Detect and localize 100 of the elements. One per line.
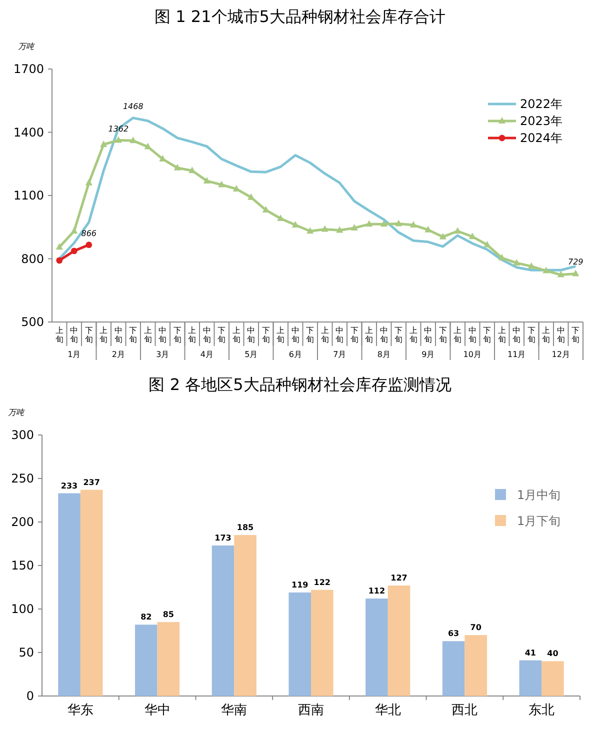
bar (366, 598, 388, 696)
x-tick-label: 中旬 (380, 326, 388, 344)
x-tick-label: 下旬 (350, 326, 358, 344)
point (114, 136, 122, 143)
point (484, 240, 491, 248)
legend-label: 2024年 (520, 131, 563, 145)
point (86, 242, 92, 248)
y-axis-title: 万吨 (18, 42, 35, 51)
point (439, 232, 446, 240)
data-label: 82 (140, 612, 152, 622)
text: 1月 (68, 350, 81, 359)
chart-title: 图 2 各地区5大品种钢材社会库存监测情况 (148, 375, 452, 394)
x-tick-label: 下旬 (306, 326, 314, 344)
x-tick-label: 上旬 (365, 326, 374, 344)
legend-item: 1月下旬 (495, 514, 561, 528)
text: 9月 (422, 350, 435, 359)
x-tick-label: 中旬 (114, 326, 122, 344)
legend-item: 2023年 (488, 114, 563, 128)
y-tick-label: 1400 (13, 125, 44, 140)
x-tick-label: 上旬 (454, 326, 462, 344)
y-tick-label: 250 (11, 472, 34, 486)
data-label: 185 (236, 523, 254, 532)
text: 11月 (508, 350, 526, 359)
y-tick-label: 100 (11, 602, 34, 616)
point (70, 227, 78, 234)
point (468, 232, 476, 240)
x-tick-label: 下旬 (173, 326, 182, 344)
bar (134, 624, 158, 696)
x-tick-label: 中旬 (202, 326, 211, 344)
x-tick-label: 中旬 (291, 326, 300, 344)
text: 5月 (244, 350, 258, 359)
text: 3月 (156, 350, 170, 359)
y-tick-label: 50 (18, 646, 34, 660)
x-tick-label: 上旬 (276, 326, 285, 344)
bar (80, 490, 103, 696)
x-tick-label: 下旬 (483, 326, 492, 344)
point (380, 220, 388, 227)
x-tick-label: 中旬 (247, 326, 256, 344)
data-label: 233 (60, 481, 78, 490)
legend-item: 2022年 (488, 97, 563, 111)
x-tick-label: 上旬 (409, 326, 418, 344)
legend-label: 1月下旬 (517, 514, 561, 528)
x-tick-label: 上旬 (542, 326, 550, 344)
y-tick-label: 1700 (13, 62, 44, 76)
bar (542, 661, 564, 696)
text: 4月 (200, 350, 214, 359)
point (56, 257, 63, 264)
point (336, 226, 344, 233)
bar (212, 545, 234, 696)
data-label: 127 (390, 574, 408, 583)
x-tick-label: 上旬 (498, 326, 506, 344)
y-tick-label: 800 (21, 252, 44, 266)
x-tick-label: 上旬 (144, 326, 152, 344)
data-label: 40 (547, 649, 559, 658)
y-tick-label: 150 (11, 558, 34, 572)
text: 12月 (552, 350, 570, 359)
point (572, 270, 580, 276)
x-tick-label: 中旬 (70, 326, 78, 344)
x-tick-label: 下旬 (438, 326, 447, 344)
point (277, 214, 284, 221)
point (498, 254, 506, 260)
point (85, 178, 92, 186)
x-tick-label: 上旬 (188, 326, 196, 344)
bar (388, 586, 410, 696)
point (366, 220, 373, 227)
y-tick-label: 200 (11, 515, 34, 529)
point (174, 164, 181, 170)
text: 6月 (288, 350, 302, 359)
x-tick-label: 下旬 (262, 326, 270, 344)
data-label: 119 (292, 580, 309, 590)
data-label: 729 (568, 258, 584, 267)
point (144, 142, 152, 150)
bar (157, 622, 180, 696)
text: 10月 (463, 350, 482, 359)
point (248, 193, 255, 200)
data-label: 122 (314, 578, 330, 587)
text: 2月 (112, 350, 125, 359)
x-tick-label: 下旬 (84, 326, 93, 344)
legend-label: 1月中旬 (517, 488, 561, 502)
bar (234, 535, 256, 696)
point (130, 136, 137, 144)
x-tick-label: 华南 (221, 703, 248, 718)
x-tick-label: 下旬 (218, 326, 226, 344)
x-tick-label: 中旬 (424, 326, 432, 344)
x-tick-label: 中旬 (468, 326, 476, 344)
point (557, 270, 564, 278)
data-label: 173 (214, 533, 232, 542)
data-label: 85 (162, 610, 174, 620)
point (321, 225, 328, 232)
data-label: 1362 (108, 124, 129, 134)
legend-item: 2024年 (488, 131, 563, 145)
x-tick-label: 东北 (528, 703, 555, 718)
legend-label: 2023年 (520, 114, 563, 128)
point (70, 248, 78, 254)
bar (311, 590, 334, 696)
point (306, 227, 314, 234)
data-label: 63 (448, 629, 460, 638)
data-label: 866 (81, 228, 97, 238)
point (350, 224, 358, 230)
point (100, 140, 108, 147)
